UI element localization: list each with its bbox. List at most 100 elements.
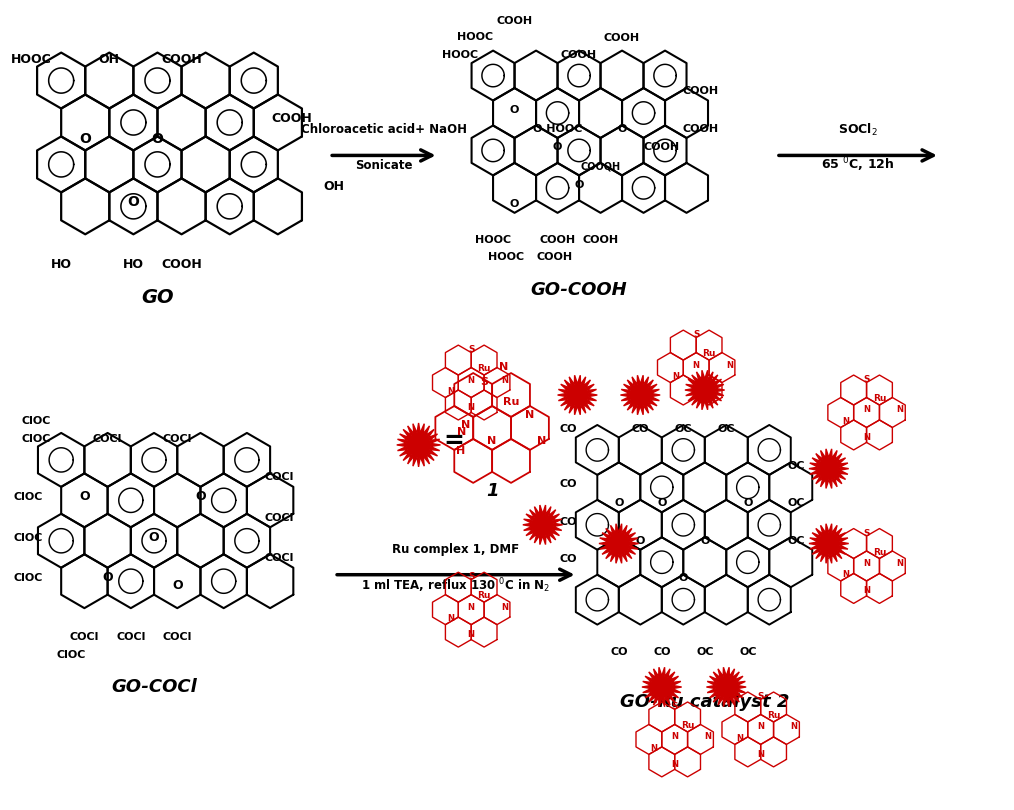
Text: COCl: COCl [117, 632, 145, 642]
Text: HO: HO [123, 258, 144, 271]
Text: O: O [553, 143, 562, 152]
Text: COOH: COOH [497, 15, 532, 26]
Text: CO: CO [632, 424, 649, 434]
Text: Sonicate: Sonicate [355, 160, 413, 173]
Text: COCl: COCl [162, 632, 192, 642]
Text: COOH: COOH [161, 53, 202, 66]
Text: OC: OC [787, 498, 805, 508]
Text: GO: GO [141, 288, 173, 307]
Text: OH: OH [323, 181, 345, 194]
Text: N: N [651, 744, 657, 752]
Text: COOH: COOH [161, 258, 202, 271]
Text: N: N [447, 614, 454, 623]
Text: Ru: Ru [503, 397, 519, 407]
Text: CO: CO [653, 647, 670, 657]
Text: =: = [443, 429, 463, 453]
Text: SOCl$_2$: SOCl$_2$ [838, 122, 878, 138]
Text: ClOC: ClOC [14, 492, 44, 502]
Polygon shape [396, 423, 440, 467]
Text: Ru: Ru [680, 721, 695, 730]
Text: N: N [488, 437, 497, 446]
Text: N: N [863, 406, 870, 415]
Polygon shape [523, 505, 563, 544]
Text: S: S [863, 529, 870, 538]
Text: S: S [863, 375, 870, 384]
Polygon shape [707, 667, 746, 707]
Text: N: N [671, 760, 678, 769]
Text: ClOC: ClOC [14, 533, 44, 543]
Text: N: N [705, 732, 712, 741]
Text: S: S [481, 377, 489, 387]
Polygon shape [684, 370, 725, 410]
Text: N: N [896, 559, 903, 568]
Text: N: N [467, 403, 475, 412]
Text: O: O [510, 105, 519, 115]
Text: CO: CO [560, 554, 577, 565]
Text: GO-Ru catalyst 2: GO-Ru catalyst 2 [621, 693, 790, 711]
Text: O: O [195, 490, 206, 503]
Text: N: N [693, 360, 700, 369]
Text: COOH: COOH [604, 32, 640, 43]
Text: O: O [700, 535, 710, 545]
Text: Ru complex 1, DMF: Ru complex 1, DMF [392, 543, 519, 556]
Text: ClOC: ClOC [22, 416, 52, 426]
Text: OH: OH [98, 53, 120, 66]
Text: 1: 1 [486, 482, 498, 500]
Text: HOOC: HOOC [457, 32, 493, 41]
Text: 65 $^0$C, 12h: 65 $^0$C, 12h [821, 156, 894, 174]
Text: COOH: COOH [539, 235, 576, 245]
Text: N: N [461, 420, 470, 430]
Text: N: N [863, 433, 870, 442]
Text: H: H [456, 446, 465, 456]
Text: Ru: Ru [873, 548, 886, 556]
Text: N: N [536, 437, 546, 446]
Text: HOOC: HOOC [475, 235, 511, 245]
Text: O: O [79, 490, 89, 503]
Text: N: N [896, 406, 903, 415]
Text: O: O [614, 498, 624, 508]
Text: COCl: COCl [70, 632, 99, 642]
Text: S: S [671, 702, 678, 711]
Polygon shape [621, 375, 660, 415]
Text: GO-COCl: GO-COCl [112, 677, 197, 696]
Text: N: N [736, 734, 743, 743]
Text: N: N [843, 570, 850, 579]
Text: Ru: Ru [478, 591, 491, 600]
Text: Ru: Ru [703, 349, 716, 358]
Text: O: O [79, 133, 91, 147]
Text: O HOOC: O HOOC [533, 124, 582, 134]
Text: Ru: Ru [873, 394, 886, 403]
Text: HOOC: HOOC [10, 53, 52, 66]
Polygon shape [809, 449, 849, 488]
Text: O: O [678, 573, 687, 583]
Text: COOH: COOH [644, 143, 679, 152]
Polygon shape [809, 524, 849, 563]
Text: COOH: COOH [682, 87, 719, 96]
Text: N: N [843, 416, 850, 426]
Text: N: N [757, 750, 765, 759]
Text: OC: OC [787, 461, 805, 471]
Text: O: O [151, 133, 163, 147]
Text: COOH: COOH [272, 113, 312, 126]
Text: HOOC: HOOC [442, 49, 479, 60]
Text: COCl: COCl [162, 434, 192, 444]
Text: HOOC: HOOC [488, 252, 524, 262]
Text: OC: OC [718, 424, 735, 434]
Text: O: O [574, 180, 584, 190]
Text: OC: OC [696, 647, 714, 657]
Text: CO: CO [560, 517, 577, 526]
Text: N: N [757, 723, 765, 731]
Text: COCl: COCl [265, 513, 294, 522]
Text: Ru: Ru [767, 711, 780, 720]
Text: N: N [467, 603, 475, 612]
Text: S: S [467, 345, 475, 354]
Text: N: N [467, 630, 475, 639]
Text: COOQH: COOQH [580, 161, 621, 171]
Text: Chloroacetic acid+ NaOH: Chloroacetic acid+ NaOH [301, 123, 466, 136]
Text: N: N [525, 410, 534, 420]
Text: COCl: COCl [265, 553, 294, 563]
Text: N: N [447, 386, 454, 396]
Text: COOH: COOH [536, 252, 572, 262]
Text: OC: OC [674, 424, 692, 434]
Text: ClOC: ClOC [14, 573, 44, 583]
